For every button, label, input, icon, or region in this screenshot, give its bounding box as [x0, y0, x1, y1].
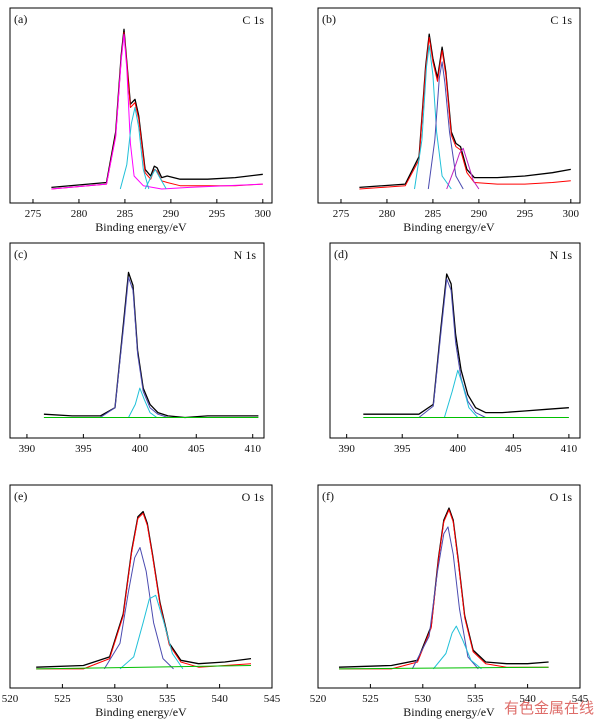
plot-frame	[9, 242, 265, 439]
spectrum-series-4	[432, 625, 482, 670]
x-tick-label: 530	[107, 693, 124, 705]
x-tick-label: 295	[209, 208, 226, 220]
spectrum-series-3	[414, 45, 452, 190]
panel-1: 275 280 285 290 295 300 (a) C 1s Binding energy/…	[9, 7, 273, 234]
spectrum-series-2	[418, 278, 486, 418]
spectrum-series-1	[51, 28, 263, 189]
plot-frame	[9, 7, 273, 204]
spectrum-series-3	[411, 526, 479, 670]
spectrum-label: C 1s	[550, 13, 572, 27]
panel-label: (a)	[14, 12, 27, 26]
spectrum-series-5	[144, 168, 167, 190]
spectrum-label: C 1s	[242, 13, 264, 27]
x-tick-label: 390	[19, 443, 36, 455]
x-tick-label: 520	[2, 693, 19, 705]
x-tick-label: 280	[379, 208, 396, 220]
x-tick-label: 410	[561, 443, 578, 455]
x-tick-label: 405	[505, 443, 522, 455]
panel-label: (b)	[322, 12, 336, 26]
spectrum-series-2	[36, 512, 252, 670]
x-tick-label: 295	[517, 208, 534, 220]
x-tick-label: 400	[450, 443, 467, 455]
x-tick-label: 545	[572, 693, 589, 705]
plot-frame	[317, 484, 581, 689]
plot-frame	[9, 484, 273, 689]
spectrum-series-2	[51, 32, 263, 190]
panel-label: (c)	[14, 247, 27, 261]
panel-label: (d)	[334, 247, 348, 261]
x-tick-label: 535	[467, 693, 484, 705]
x-tick-label: 530	[415, 693, 432, 705]
plot-frame	[329, 242, 581, 439]
spectrum-series-1	[43, 271, 259, 419]
panel-2: 275 280 285 290 295 300 (b) C 1s Binding energy/…	[317, 7, 581, 234]
x-tick-label: 290	[471, 208, 488, 220]
panel-3: 390 395 400 405 410 (c) N 1s	[9, 242, 265, 455]
spectrum-series-3	[103, 547, 174, 670]
x-tick-label: 540	[519, 693, 536, 705]
panel-label: (f)	[322, 489, 334, 503]
x-tick-label: 300	[563, 208, 580, 220]
x-tick-label: 285	[425, 208, 442, 220]
spectrum-series-4	[119, 107, 150, 190]
x-axis-label: Binding energy/eV	[403, 220, 495, 234]
spectrum-series-2	[359, 36, 571, 190]
x-axis-label: Binding energy/eV	[95, 220, 187, 234]
x-tick-label: 285	[117, 208, 134, 220]
spectrum-series-5	[36, 665, 252, 670]
x-tick-label: 525	[54, 693, 71, 705]
spectrum-series-5	[446, 147, 480, 190]
spectrum-label: O 1s	[242, 490, 265, 504]
x-tick-label: 395	[75, 443, 92, 455]
x-tick-label: 290	[163, 208, 180, 220]
x-tick-label: 545	[264, 693, 281, 705]
spectrum-series-1	[359, 33, 571, 189]
panel-6: 520 525 530 535 540 545 (f) O 1s Binding energy/…	[310, 484, 589, 719]
spectrum-series-3	[128, 387, 158, 418]
x-tick-label: 405	[188, 443, 205, 455]
x-axis-label: Binding energy/eV	[95, 705, 187, 719]
watermark: 有色金属在线	[503, 699, 594, 717]
x-tick-label: 395	[394, 443, 411, 455]
panel-label: (e)	[14, 489, 27, 503]
panel-4: 390 395 400 405 410 (d) N 1s	[329, 242, 581, 455]
spectrum-series-2	[100, 276, 169, 418]
spectrum-series-1	[338, 507, 549, 668]
x-axis-label: Binding energy/eV	[403, 705, 495, 719]
x-tick-label: 400	[132, 443, 149, 455]
x-tick-label: 540	[211, 693, 228, 705]
x-tick-label: 390	[338, 443, 355, 455]
spectrum-label: N 1s	[234, 248, 257, 262]
x-tick-label: 525	[362, 693, 379, 705]
spectrum-series-5	[338, 666, 549, 670]
spectrum-series-1	[36, 510, 252, 668]
x-tick-label: 300	[255, 208, 272, 220]
x-tick-label: 520	[310, 693, 327, 705]
spectrum-series-3	[443, 369, 479, 418]
x-tick-label: 275	[333, 208, 350, 220]
plot-frame	[317, 7, 581, 204]
spectrum-label: O 1s	[550, 490, 573, 504]
x-tick-label: 410	[244, 443, 261, 455]
panel-5: 520 525 530 535 540 545 (e) O 1s Binding energy/…	[2, 484, 281, 719]
spectrum-series-1	[363, 273, 569, 415]
spectrum-series-4	[119, 594, 184, 670]
x-tick-label: 280	[71, 208, 88, 220]
x-tick-label: 275	[25, 208, 42, 220]
spectrum-series-3	[51, 33, 263, 190]
spectrum-label: N 1s	[550, 248, 573, 262]
x-tick-label: 535	[159, 693, 176, 705]
